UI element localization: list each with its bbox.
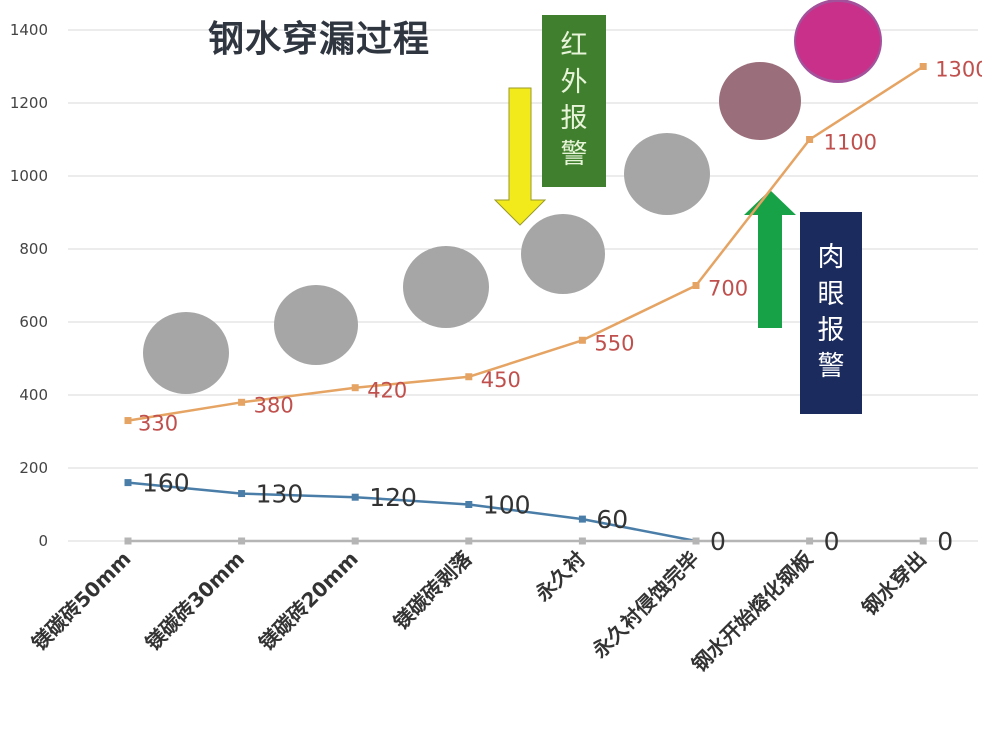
data-point — [919, 537, 927, 545]
data-label: 60 — [596, 505, 628, 534]
data-point — [465, 501, 473, 508]
data-point — [238, 490, 246, 498]
series-line — [127, 65, 924, 422]
data-label: 380 — [254, 393, 294, 417]
data-point — [806, 136, 814, 143]
heat-circle — [521, 214, 605, 294]
annotation-char: 警 — [817, 351, 845, 383]
heat-circle — [403, 246, 489, 328]
data-point — [124, 479, 132, 487]
data-point — [919, 63, 927, 70]
x-tick-label: 镁碳砖50mm — [27, 547, 136, 656]
data-point — [578, 336, 586, 344]
data-point — [238, 537, 246, 545]
heat-circle — [624, 133, 710, 215]
data-point — [238, 398, 246, 406]
series-line — [127, 481, 697, 543]
data-point — [465, 537, 473, 545]
heat-circle — [719, 62, 801, 140]
data-point — [692, 537, 700, 545]
y-axis-tick-labels: 0 200 400 600 800 1000 1200 1400 — [10, 21, 48, 550]
annotation-char: 眼 — [817, 278, 845, 310]
y-tick-label: 1200 — [10, 94, 48, 112]
data-label: 160 — [142, 469, 190, 498]
annotation-char: 外 — [560, 66, 588, 98]
data-label: 420 — [367, 379, 407, 403]
data-label: 0 — [824, 527, 840, 556]
data-point — [578, 515, 586, 523]
infrared-alarm-box: 红外报警 — [542, 15, 606, 187]
data-point — [465, 373, 473, 381]
x-tick-label: 钢水开始熔化钢板 — [687, 546, 818, 677]
data-point — [578, 537, 586, 545]
x-tick-label: 永久衬 — [530, 547, 590, 607]
annotation-char: 红 — [560, 30, 588, 62]
heat-circle — [143, 312, 229, 394]
annotation-char: 报 — [817, 315, 845, 346]
data-point — [692, 282, 700, 289]
x-axis-tick-labels: 镁碳砖50mm 镁碳砖30mm 镁碳砖20mm 镁碳砖剥落 永久衬永久衬侵蚀完毕钢水开始… — [27, 546, 931, 677]
y-tick-label: 0 — [38, 532, 48, 550]
alarm-arrows — [493, 87, 796, 328]
chart-title: 钢水穿漏过程 — [208, 19, 431, 60]
visual-alarm-arrow — [744, 190, 796, 328]
x-tick-label: 钢水穿出 — [857, 547, 931, 621]
data-label: 100 — [483, 491, 531, 520]
y-tick-label: 1000 — [10, 167, 48, 185]
data-labels: 330 380 420 450 550 700 1100 1300 160 130 120 100 60… — [138, 58, 982, 557]
data-label: 450 — [481, 368, 521, 392]
heat-circle — [274, 285, 358, 365]
x-tick-label: 镁碳砖剥落 — [389, 546, 477, 634]
heat-circles — [143, 0, 882, 394]
data-label: 1300 — [935, 58, 982, 82]
annotation-char: 报 — [560, 103, 588, 134]
heat-circle — [796, 2, 880, 80]
y-tick-label: 600 — [19, 313, 48, 331]
x-tick-label: 镁碳砖30mm — [141, 547, 250, 656]
y-tick-label: 200 — [19, 459, 48, 477]
data-label: 120 — [369, 483, 417, 512]
data-label: 550 — [594, 331, 634, 355]
data-label: 330 — [138, 412, 178, 436]
data-point — [351, 493, 359, 501]
data-label: 700 — [708, 277, 748, 301]
data-label: 130 — [256, 480, 304, 509]
data-point — [806, 537, 814, 545]
visual-alarm-box: 肉眼报警 — [800, 212, 862, 414]
data-point — [124, 417, 132, 425]
x-tick-label: 镁碳砖20mm — [254, 547, 363, 656]
annotation-char: 警 — [560, 139, 588, 171]
infrared-alarm-arrow — [493, 87, 547, 226]
y-tick-label: 400 — [19, 386, 48, 404]
data-point — [351, 537, 359, 545]
data-point — [351, 384, 359, 392]
data-label: 1100 — [824, 131, 877, 155]
data-label: 0 — [710, 527, 726, 556]
data-label: 0 — [937, 527, 953, 556]
data-point — [124, 537, 132, 545]
x-tick-label: 永久衬侵蚀完毕 — [587, 547, 704, 664]
y-tick-label: 800 — [19, 240, 48, 258]
y-tick-label: 1400 — [10, 21, 48, 39]
annotation-char: 肉 — [817, 242, 845, 274]
series-lines — [124, 63, 927, 545]
